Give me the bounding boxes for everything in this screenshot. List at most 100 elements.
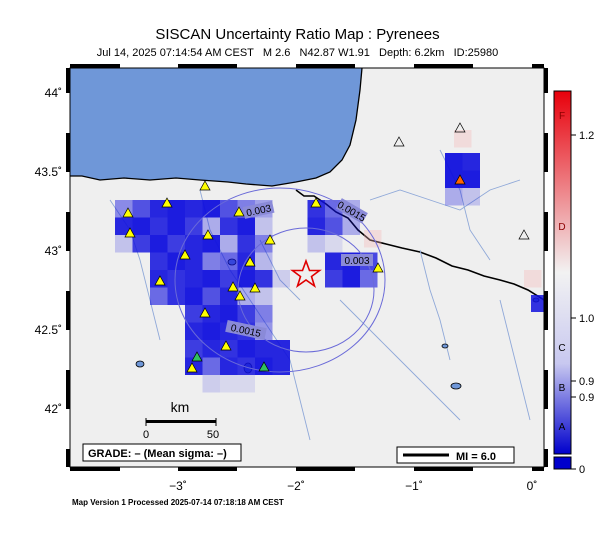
grid-cell (167, 235, 185, 253)
lat-label-42: 42˚ (45, 402, 62, 416)
grid-cell (115, 235, 133, 253)
scale-unit: km (171, 399, 190, 415)
station-icon (454, 174, 466, 185)
grid-cell (360, 270, 378, 288)
grid-cell (202, 235, 220, 253)
grid-cell (524, 270, 542, 288)
grid-cell (150, 217, 168, 235)
grid-cell (132, 217, 150, 235)
station-icon (264, 234, 276, 245)
frame-bar (66, 212, 70, 251)
grid-cell (220, 235, 238, 253)
grid-cell (220, 305, 238, 323)
grid-cell (185, 235, 203, 253)
frame-bar (414, 467, 473, 471)
colorbar-letter-c: C (558, 343, 565, 354)
lat-label-43-5: 43.5˚ (35, 165, 62, 179)
colorbar: F D C B A 1.2 1.0 0.9 0.9 0 (553, 90, 594, 476)
station-icon (234, 290, 246, 301)
grid-cell (255, 252, 273, 270)
grid-cell (202, 305, 220, 323)
station-icon (249, 282, 261, 293)
station-icon (233, 206, 245, 217)
station-icon (310, 197, 322, 208)
colorbar-letter-f: F (559, 111, 565, 122)
station-icon (244, 256, 256, 267)
mi-legend-box (396, 446, 515, 464)
colorbar-value-0-9a: 0.9 (579, 376, 594, 388)
grade-text: GRADE: – (Mean sigma: –) (88, 448, 227, 460)
frame-bar (544, 68, 548, 93)
colorbar-letter-d: D (558, 222, 565, 233)
grid-cell (185, 305, 203, 323)
station-icon (154, 275, 166, 286)
frame-bar (544, 449, 548, 467)
grid-cell (325, 270, 343, 288)
grid-cell (237, 340, 255, 358)
frame-bar (544, 370, 548, 409)
lat-label-43: 43˚ (45, 244, 62, 258)
frame-bar (66, 449, 70, 467)
grid-cell (185, 270, 203, 288)
station-icon (518, 229, 530, 240)
grid-cell (272, 340, 290, 358)
grid-cell (454, 130, 472, 148)
grid-cell (307, 235, 325, 253)
footer-processed: Map Version 1 Processed 2025-07-14 07:18… (72, 498, 284, 507)
contour-label-1: 0.003 (245, 203, 272, 219)
grid-cell (150, 252, 168, 270)
grid-cell (150, 287, 168, 305)
colorbar-value-0: 0 (579, 464, 585, 476)
grid-cell (445, 153, 463, 171)
frame-bar (544, 133, 548, 172)
frame-bar (532, 467, 544, 471)
station-icon (258, 361, 270, 372)
sea-bay-of-biscay (70, 68, 362, 186)
frame-bar (296, 64, 355, 68)
grid-cell (255, 217, 273, 235)
grade-box (82, 443, 242, 462)
grid-cell (220, 252, 238, 270)
grid-cell (325, 235, 343, 253)
grid-cell (220, 287, 238, 305)
colorbar-letter-b: B (559, 383, 566, 394)
grid-cell (237, 375, 255, 393)
event-info: Jul 14, 2025 07:14:54 AM CEST M 2.6 N42.… (96, 47, 499, 59)
grid-cell (202, 287, 220, 305)
lon-label-m1: −1˚ (405, 479, 423, 493)
grid-cell (185, 287, 203, 305)
frame-ticks (66, 64, 548, 471)
coastline (70, 68, 363, 187)
colorbar-value-1-0: 1.0 (579, 313, 594, 325)
grid-cell (255, 340, 273, 358)
frame-bar (296, 467, 355, 471)
grid-cell (202, 375, 220, 393)
grid-cell (237, 235, 255, 253)
grid-cell (167, 252, 185, 270)
colorbar-value-1-2: 1.2 (579, 130, 594, 142)
grid-cell (202, 357, 220, 375)
grid-cell (272, 357, 290, 375)
grid-cell (255, 270, 273, 288)
grid-cell (150, 235, 168, 253)
frame-bar (544, 291, 548, 330)
grid-cell (462, 153, 480, 171)
grid-cell (237, 217, 255, 235)
station-icon (122, 207, 134, 218)
grid-cell (220, 375, 238, 393)
grid-cell (167, 200, 185, 218)
mi-legend-text: MI = 6.0 (456, 451, 496, 463)
lon-label-0: 0˚ (527, 479, 538, 493)
grid-cell (132, 235, 150, 253)
frame-bar (66, 68, 70, 93)
grid-cell (202, 200, 220, 218)
grid-cell (167, 270, 185, 288)
colorbar-value-0-9b: 0.9 (579, 392, 594, 404)
longitude-labels: −3˚ −2˚ −1˚ 0˚ (169, 479, 537, 493)
grid-cell (307, 217, 325, 235)
grid-cell (307, 200, 325, 218)
grid-cell (167, 217, 185, 235)
grid-cell (237, 305, 255, 323)
station-icon (199, 307, 211, 318)
frame-bar (178, 64, 237, 68)
